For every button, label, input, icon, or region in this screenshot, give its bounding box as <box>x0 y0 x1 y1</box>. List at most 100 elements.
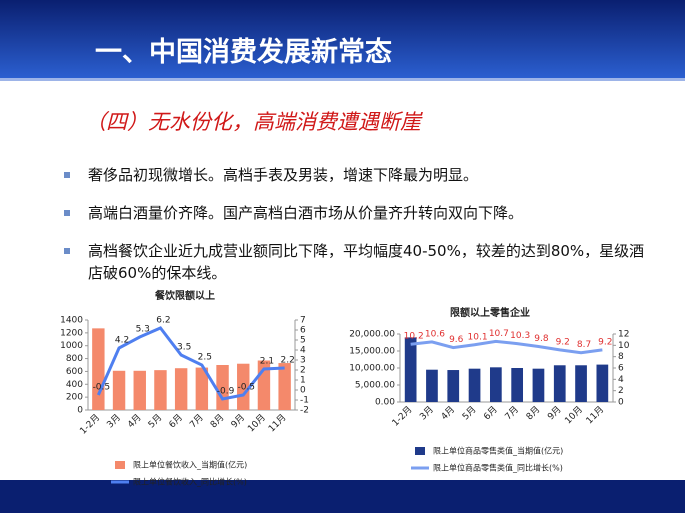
data-label: 2.2 <box>280 356 294 366</box>
data-label: 9.6 <box>449 335 464 345</box>
bar <box>596 364 609 402</box>
x-tick-label: 4月 <box>439 404 457 422</box>
data-label: 8.7 <box>577 340 591 350</box>
y-tick-label: 0.00 <box>375 398 395 408</box>
y2-tick-label: 2 <box>300 366 306 376</box>
legend-swatch <box>415 447 425 455</box>
y2-tick-label: 2 <box>618 386 624 396</box>
bar <box>468 368 481 402</box>
chart-title: 餐饮限额以上 <box>154 289 215 302</box>
bar <box>154 370 167 410</box>
y2-tick-label: -1 <box>300 396 309 406</box>
x-tick-label: 6月 <box>167 412 185 430</box>
x-tick-label: 8月 <box>208 412 226 430</box>
data-label: 9.2 <box>556 337 570 347</box>
footer-band <box>0 480 685 513</box>
x-tick-label: 3月 <box>418 404 436 422</box>
x-tick-label: 9月 <box>229 412 247 430</box>
data-label: 2.1 <box>260 357 274 367</box>
x-tick-label: 1-2月 <box>78 412 103 437</box>
bar <box>575 365 587 402</box>
slide-title: 一、中国消费发展新常态 <box>95 37 392 68</box>
legend-swatch <box>115 461 125 469</box>
data-label: 10.6 <box>425 329 445 339</box>
y2-tick-label: 0 <box>618 398 624 408</box>
x-tick-label: 1-2月 <box>390 404 415 429</box>
y2-tick-label: 3 <box>300 356 306 366</box>
bar <box>426 369 438 402</box>
bar <box>237 363 250 410</box>
x-tick-label: 10月 <box>563 404 585 426</box>
bar <box>489 367 502 402</box>
data-label: 5.3 <box>136 325 150 335</box>
y2-tick-label: 1 <box>300 376 306 386</box>
y2-tick-label: 0 <box>300 386 306 396</box>
bar <box>553 365 566 402</box>
bar <box>195 367 209 410</box>
y-tick-label: 1000 <box>60 341 83 351</box>
y2-tick-label: 4 <box>300 346 306 356</box>
y2-tick-label: 6 <box>618 364 624 374</box>
bar <box>112 370 126 410</box>
chart-title: 限额以上零售企业 <box>450 306 530 319</box>
y2-tick-label: 5 <box>300 336 306 346</box>
data-label: -0.5 <box>93 383 111 393</box>
y-tick-label: 200 <box>66 393 83 403</box>
data-label: -0.9 <box>217 387 235 397</box>
y-tick-label: 10,000.00 <box>349 364 395 374</box>
bullet: 高端白酒量价齐降。国产高档白酒市场从价量齐升转向双向下降。 <box>64 202 648 224</box>
legend-label: 限上单位餐饮收入_当期值(亿元) <box>133 460 247 470</box>
x-tick-label: 7月 <box>188 412 206 430</box>
legend-label: 限上单位餐饮收入_同比增长(%) <box>133 477 247 487</box>
x-tick-label: 6月 <box>482 404 500 422</box>
y-tick-label: 15,000.00 <box>349 347 395 357</box>
x-tick-label: 9月 <box>545 404 563 422</box>
legend-label: 限上单位商品零售类值_当期值(亿元) <box>433 446 563 456</box>
x-tick-label: 5月 <box>146 412 164 430</box>
y-tick-label: 0 <box>77 406 83 416</box>
bar <box>532 368 545 402</box>
line <box>96 326 285 401</box>
data-label: 10.1 <box>468 332 488 342</box>
bar <box>92 328 105 410</box>
header-band <box>0 0 685 78</box>
line <box>410 339 603 355</box>
bar <box>174 368 188 410</box>
bar <box>511 368 524 402</box>
x-tick-label: 11月 <box>266 412 288 434</box>
y-tick-label: 20,000.00 <box>349 330 395 340</box>
data-label: -0.5 <box>237 383 255 393</box>
bullet: 奢侈品初现微增长。高档手表及男装，增速下降最为明显。 <box>64 164 648 186</box>
y-tick-label: 1400 <box>60 316 83 326</box>
x-tick-label: 4月 <box>125 412 143 430</box>
y2-tick-label: -2 <box>300 406 309 416</box>
y2-tick-label: 10 <box>618 341 630 351</box>
slide-subtitle: （四）无水份化，高端消费遭遇断崖 <box>85 110 421 134</box>
bullet: 高档餐饮企业近九成营业额同比下降，平均幅度40-50%，较差的达到80%，星级酒… <box>64 240 648 284</box>
x-tick-label: 11月 <box>584 404 606 426</box>
y2-tick-label: 6 <box>300 326 306 336</box>
x-tick-label: 8月 <box>524 404 542 422</box>
bar <box>278 363 291 410</box>
y2-tick-label: 7 <box>300 316 306 326</box>
data-label: 10.7 <box>489 329 509 339</box>
data-label: 10.2 <box>404 332 424 342</box>
x-tick-label: 3月 <box>105 412 123 430</box>
bar <box>133 370 146 410</box>
y-tick-label: 400 <box>66 380 83 390</box>
y-tick-label: 600 <box>66 367 83 377</box>
y-tick-label: 1200 <box>60 328 83 338</box>
data-label: 9.2 <box>598 337 612 347</box>
y2-tick-label: 4 <box>618 375 624 385</box>
y2-tick-label: 12 <box>618 330 629 340</box>
data-label: 2.5 <box>198 353 212 363</box>
data-label: 4.2 <box>115 336 129 346</box>
x-tick-label: 10月 <box>246 412 268 434</box>
data-label: 9.8 <box>534 334 549 344</box>
data-label: 3.5 <box>177 343 191 353</box>
x-tick-label: 7月 <box>503 404 521 422</box>
bar <box>447 370 460 402</box>
x-tick-label: 5月 <box>460 404 478 422</box>
